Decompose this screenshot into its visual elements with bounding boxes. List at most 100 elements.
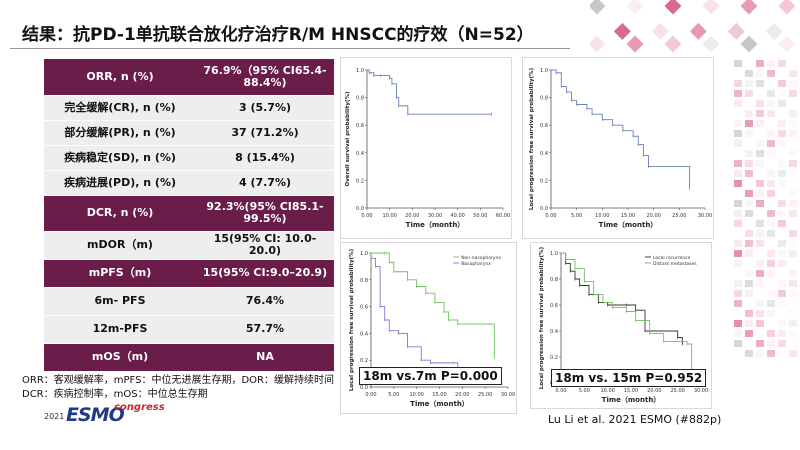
mosaic-tile (767, 250, 775, 257)
mosaic-tile (734, 320, 742, 327)
x-tick-label: 20.00 (455, 392, 469, 398)
mosaic-tile (745, 250, 753, 257)
results-row-label: 完全缓解(CR), n (%) (44, 95, 196, 121)
mosaic-tile (664, 0, 682, 15)
results-table: ORR, n (%) 76.9%（95% CI65.4-88.4%) 完全缓解(CR… (44, 59, 334, 372)
mosaic-tile (789, 200, 797, 207)
x-tick-label: 25.00 (672, 213, 686, 219)
x-tick-label: 5.00 (579, 388, 590, 394)
mosaic-tile (734, 200, 742, 207)
mosaic-tile (734, 140, 742, 147)
mosaic-tile (789, 320, 797, 327)
results-row-label: ORR, n (%) (44, 59, 196, 96)
y-tick-label: 1.0 (356, 68, 364, 74)
legend-entry: Local recurrence (653, 255, 691, 261)
legend-entry: Non-nasopharynx (461, 255, 501, 261)
results-row: 疾病进展(PD), n (%) 4 (7.7%) (44, 170, 334, 196)
mosaic-tile (756, 310, 764, 317)
x-axis-label: Time（month） (410, 400, 469, 408)
y-tick-label: 0.8 (540, 96, 548, 102)
mosaic-tile (789, 160, 797, 167)
mosaic-tile (789, 190, 797, 197)
y-tick-label: 0.0 (356, 206, 364, 212)
y-axis-label: Local progression free survival probabil… (529, 67, 535, 210)
decorative-mosaic (590, 0, 796, 53)
mosaic-tile (767, 70, 775, 77)
y-tick-label: 0.8 (550, 277, 558, 283)
mosaic-tile (756, 300, 764, 307)
mosaic-tile (778, 120, 786, 127)
x-tick-label: 50.00 (473, 213, 487, 219)
mosaic-tile (734, 300, 742, 307)
mosaic-tile (756, 320, 764, 327)
y-tick-label: 0.6 (550, 303, 558, 309)
x-tick-label: 0.00 (365, 392, 376, 398)
results-row-label: mPFS（m) (44, 259, 196, 288)
mosaic-tile (789, 250, 797, 257)
mosaic-tile (789, 120, 797, 127)
abbreviation-note-1: ORR：客观缓解率，mPFS：中位无进展生存期，DOR：缓解持续时间 (22, 375, 334, 386)
mosaic-tile (767, 220, 775, 227)
mosaic-tile (778, 340, 786, 347)
y-tick-label: 0.0 (360, 385, 368, 391)
mosaic-tile (789, 240, 797, 247)
mosaic-tile (734, 180, 742, 187)
mosaic-tile (756, 150, 764, 157)
results-row: mPFS（m) 15(95% CI:9.0–20.9) (44, 259, 334, 288)
x-tick-label: 25.00 (671, 388, 685, 394)
results-row: mDOR（m) 15(95% CI: 10.0-20.0) (44, 231, 334, 260)
y-tick-label: 0.2 (540, 178, 548, 184)
y-tick-label: 0.4 (550, 329, 558, 335)
mosaic-tile (778, 80, 786, 87)
mosaic-tile (756, 350, 764, 357)
results-row-value: 15(95% CI:9.0–20.9) (196, 259, 334, 288)
y-tick-label: 0.2 (550, 355, 558, 361)
mosaic-tile (789, 170, 797, 177)
results-row-label: mOS（m) (44, 343, 196, 372)
chart-overall-survival: 0.00 10.00 20.00 30.00 40.00 50.00 60.00 0.0 0.2… (340, 57, 512, 239)
mosaic-tile (734, 60, 742, 67)
results-row: 部分缓解(PR), n (%) 37 (71.2%) (44, 120, 334, 146)
mosaic-tile (767, 150, 775, 157)
y-tick-label: 0.8 (356, 96, 364, 102)
mosaic-tile (767, 130, 775, 137)
results-row-value: 57.7% (196, 315, 334, 344)
results-row: mOS（m) NA (44, 343, 334, 372)
results-row-value: 3 (5.7%) (196, 95, 334, 121)
mosaic-tile (734, 250, 742, 257)
mosaic-tile (756, 110, 764, 117)
results-row: DCR, n (%) 92.3%(95% CI85.1-99.5%) (44, 195, 334, 232)
x-tick-label: 20.00 (647, 213, 661, 219)
results-row-label: DCR, n (%) (44, 195, 196, 232)
results-row-label: 6m- PFS (44, 287, 196, 316)
mosaic-tile (734, 130, 742, 137)
mosaic-tile (778, 130, 786, 137)
logo-esmo: ESMO (66, 404, 125, 426)
results-row-label: 疾病进展(PD), n (%) (44, 170, 196, 196)
y-tick-label: 0.6 (540, 123, 548, 129)
results-row-label: mDOR（m) (44, 231, 196, 260)
mosaic-tile (767, 180, 775, 187)
y-tick-label: 1.0 (540, 68, 548, 74)
mosaic-tile (767, 170, 775, 177)
mosaic-tile (734, 90, 742, 97)
y-axis-label: Overall survival probability(%) (345, 91, 351, 186)
mosaic-tile (740, 0, 758, 15)
mosaic-tile (734, 170, 742, 177)
mosaic-tile (745, 70, 753, 77)
mosaic-tile (789, 270, 797, 277)
mosaic-tile (756, 140, 764, 147)
chart-pfs-by-site: 0.00 5.00 10.00 15.00 20.00 25.00 30.00 0.0 0.2 0… (340, 242, 517, 414)
p-value-annotation-site: 18m vs.7m P=0.000 (359, 367, 502, 385)
x-tick-label: 20.00 (405, 213, 419, 219)
y-tick-label: 0.8 (360, 278, 368, 284)
mosaic-tile (778, 180, 786, 187)
title-divider (10, 48, 570, 49)
survival-curve (367, 69, 492, 115)
results-row-label: 部分缓解(PR), n (%) (44, 120, 196, 146)
x-tick-label: 60.00 (496, 213, 510, 219)
x-tick-label: 30.00 (428, 213, 442, 219)
mosaic-tile (745, 240, 753, 247)
mosaic-tile (734, 100, 742, 107)
results-row-value: 92.3%(95% CI85.1-99.5%) (196, 195, 334, 232)
